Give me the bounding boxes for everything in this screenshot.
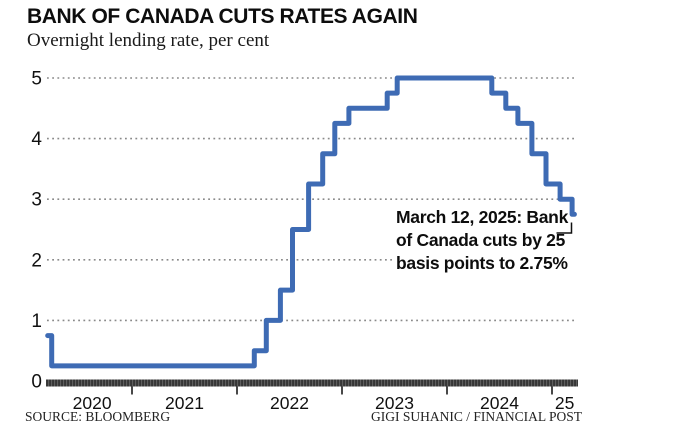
- y-tick-label: 4: [31, 129, 42, 150]
- x-axis-ticks: [131, 386, 553, 395]
- page-title: BANK OF CANADA CUTS RATES AGAIN: [27, 5, 418, 28]
- y-tick-label: 2: [31, 250, 42, 271]
- y-tick-label: 5: [31, 69, 42, 90]
- x-axis-bar: [46, 379, 578, 387]
- author-credit: GIGI SUHANIC / FINANCIAL POST: [370, 409, 582, 424]
- y-tick-label: 0: [31, 372, 42, 393]
- y-gridlines: [47, 77, 576, 322]
- source-credit: SOURCE: BLOOMBERG: [25, 409, 171, 424]
- x-tick-label: 2021: [165, 393, 204, 413]
- page-subtitle: Overnight lending rate, per cent: [27, 30, 270, 51]
- y-axis-labels: 0 1 2 3 4 5: [31, 69, 42, 393]
- y-tick-label: 3: [31, 190, 42, 211]
- y-tick-label: 1: [31, 311, 42, 332]
- rate-cut-annotation: March 12, 2025: Bank of Canada cuts by 2…: [392, 202, 578, 276]
- x-tick-label: 2022: [270, 393, 309, 413]
